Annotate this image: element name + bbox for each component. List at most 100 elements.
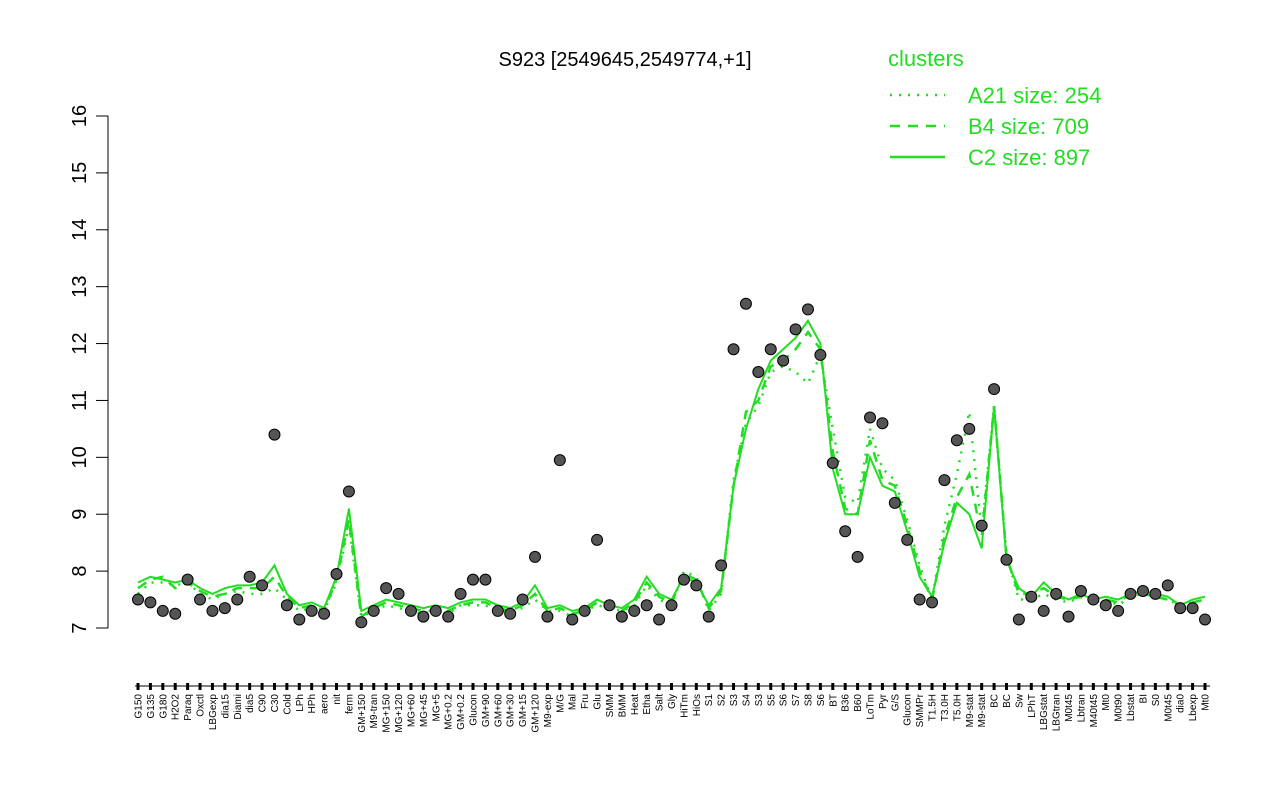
point [1149, 587, 1162, 600]
point [280, 599, 293, 612]
point [1124, 587, 1137, 600]
x-tick-label: S0 [1151, 694, 1162, 707]
point [243, 570, 256, 583]
x-tick-label: LBGtran [1052, 694, 1063, 731]
x-tick-label: LPh [295, 694, 306, 712]
x-tick-label: LoTm [866, 694, 877, 720]
x-tick-label: G150 [134, 694, 145, 719]
x-tick-label: MG+5 [431, 694, 442, 722]
point [553, 454, 566, 467]
point [194, 593, 207, 606]
point [764, 343, 777, 356]
point [1050, 587, 1063, 600]
point [777, 354, 790, 367]
x-tick-label: B60 [853, 694, 864, 712]
point [367, 604, 380, 617]
x-tick-label: M40t45 [1089, 694, 1100, 728]
point [404, 604, 417, 617]
x-tick-label: GM+30 [506, 694, 517, 728]
x-tick-label: LPhT [1027, 694, 1038, 718]
point [330, 567, 343, 580]
x-tick-label: dia15 [220, 694, 231, 719]
point [752, 366, 765, 378]
point [491, 604, 504, 617]
x-tick-label: ferm [344, 694, 355, 714]
x-tick-label: Lbexp [1188, 694, 1199, 722]
x-tick-label: Lbtran [1076, 694, 1087, 722]
y-tick-label: 8 [69, 566, 91, 577]
x-tick-label: GM+60 [493, 694, 504, 728]
x-tick-label: H2O2 [171, 694, 182, 721]
x-tick-label: M0t45 [1064, 694, 1075, 722]
point [702, 610, 715, 623]
x-tick-label: Mt0 [1201, 694, 1212, 711]
point [293, 613, 306, 626]
x-tick-label: Lbstat [1126, 694, 1137, 721]
point [529, 550, 542, 563]
point [938, 474, 951, 487]
x-tick-label: C90 [258, 694, 269, 713]
x-tick-label: Fru [580, 694, 591, 709]
x-tick-label: G/S [890, 694, 901, 712]
y-tick-label: 7 [69, 622, 91, 633]
x-tick-label: LBGexp [208, 694, 219, 731]
point [615, 610, 628, 623]
point [342, 485, 355, 498]
point [1112, 604, 1125, 617]
x-tick-label: SMM [605, 694, 616, 717]
y-tick-label: 9 [69, 509, 91, 520]
x-tick-label: S5 [766, 694, 777, 707]
point [268, 428, 281, 441]
x-tick-label: dia0 [1176, 694, 1187, 713]
point [665, 599, 678, 612]
x-tick-label: C30 [270, 694, 281, 713]
point [566, 613, 579, 626]
x-tick-label: GM+15 [518, 694, 529, 728]
x-tick-label: Etha [642, 694, 653, 715]
legend-label: B4 size: 709 [968, 114, 1089, 139]
x-tick-label: M0t90 [1114, 694, 1125, 722]
point [653, 613, 666, 626]
y-tick-label: 12 [69, 332, 91, 354]
point [1037, 604, 1050, 617]
x-tick-label: Glu [593, 694, 604, 710]
point [206, 604, 219, 617]
point [1012, 613, 1025, 626]
point [876, 417, 889, 430]
x-tick-label: MG+60 [406, 694, 417, 728]
legend-label: A21 size: 254 [968, 83, 1101, 108]
point [926, 596, 939, 609]
x-tick-label: S1 [704, 694, 715, 707]
x-tick-label: M0t45 [1163, 694, 1174, 722]
point [181, 573, 194, 586]
x-tick-label: MG+45 [419, 694, 430, 728]
point [826, 457, 839, 470]
x-tick-label: dia5 [245, 694, 256, 713]
point [1099, 599, 1112, 612]
x-tick-label: T1.5H [928, 694, 939, 721]
point [851, 550, 864, 563]
point [950, 434, 963, 447]
x-tick-label: BMM [617, 694, 628, 717]
point [1136, 585, 1149, 598]
legend-label: C2 size: 897 [968, 145, 1090, 170]
x-tick-label: HiTm [679, 694, 690, 718]
x-tick-label: GM+90 [481, 694, 492, 728]
x-tick-label: M9-stat [965, 694, 976, 728]
x-tick-label: Heat [630, 694, 641, 715]
point [888, 496, 901, 509]
point [591, 533, 604, 546]
point [739, 297, 752, 310]
point [789, 323, 802, 336]
point [380, 582, 393, 595]
point [814, 348, 827, 361]
x-tick-label: Oxctl [196, 694, 207, 717]
point [578, 604, 591, 617]
x-tick-label: Cold [282, 694, 293, 715]
x-tick-label: Paraq [183, 694, 194, 721]
point [690, 579, 703, 592]
point [541, 610, 554, 623]
point [1186, 602, 1199, 615]
x-tick-label: Glucon [468, 694, 479, 726]
